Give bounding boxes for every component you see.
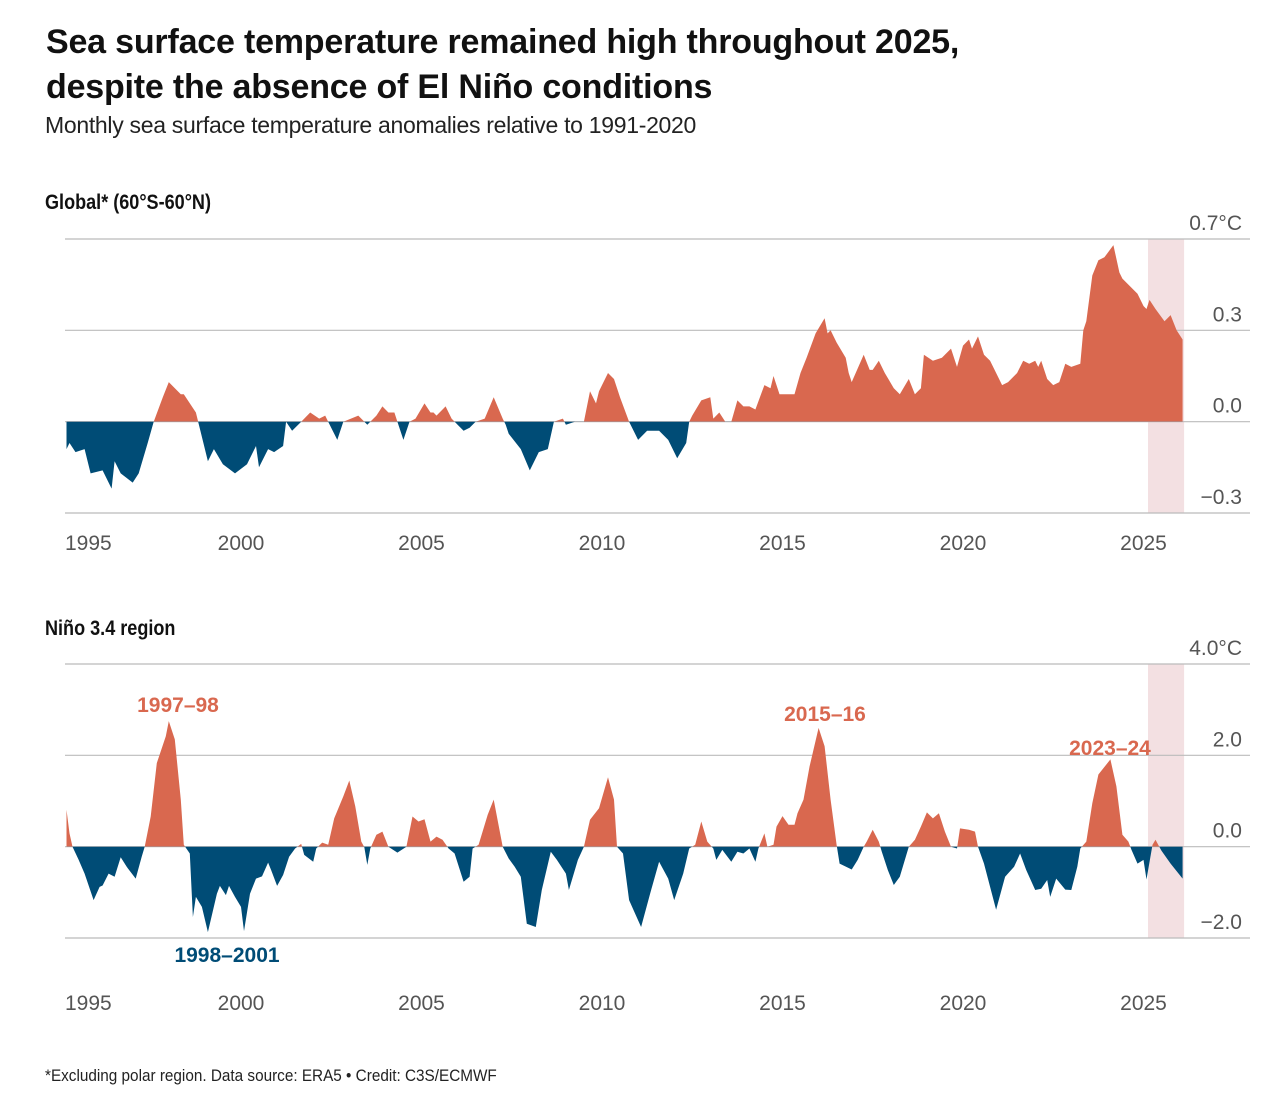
- nino-y-tick-label: 4.0°C: [1189, 637, 1242, 660]
- nino-y-tick-label: −2.0: [1201, 911, 1242, 934]
- global-x-tick-label: 1995: [65, 532, 112, 555]
- chart-subtitle: Monthly sea surface temperature anomalie…: [45, 112, 697, 138]
- global-chart: 0.7°C 0.3 0.0 −0.3 1995 2000 2005 2010 2015 2020 2…: [65, 212, 1250, 555]
- global-y-tick-label: 0.3: [1213, 303, 1242, 326]
- nino-x-tick-label: 2025: [1120, 992, 1167, 1015]
- global-y-tick-label: −0.3: [1201, 486, 1242, 509]
- global-panel-title: Global* (60°S-60°N): [45, 191, 211, 214]
- nino-x-tick-label: 2000: [218, 992, 265, 1015]
- nino-highlight-band: [1148, 664, 1185, 938]
- nino-y-tick-label: 2.0: [1213, 728, 1242, 751]
- global-x-tick-label: 2020: [940, 532, 987, 555]
- nino-positive-anomaly-area: [66, 721, 1160, 847]
- nino-x-tick-label: 2010: [579, 992, 626, 1015]
- nino-negative-anomaly-area: [66, 846, 1183, 933]
- global-x-tick-label: 2025: [1120, 532, 1167, 555]
- nino-chart: 4.0°C 2.0 0.0 −2.0 1995 2000 2005 2010 2015 2020 2…: [65, 637, 1250, 1015]
- global-negative-anomaly-area: [66, 421, 1183, 489]
- nino-x-tick-label: 2005: [398, 992, 445, 1015]
- global-y-tick-label: 0.0: [1213, 395, 1242, 418]
- title-line-2: despite the absence of El Niño condition…: [46, 68, 713, 106]
- title-line-1: Sea surface temperature remained high th…: [46, 23, 960, 61]
- global-x-tick-label: 2000: [218, 532, 265, 555]
- global-y-tick-label: 0.7°C: [1189, 212, 1242, 235]
- nino-annotation: 1997–98: [137, 694, 219, 717]
- global-x-tick-label: 2015: [759, 532, 806, 555]
- nino-panel-title: Niño 3.4 region: [45, 617, 176, 640]
- nino-x-tick-label: 2020: [940, 992, 987, 1015]
- nino-annotation: 1998–2001: [174, 944, 279, 967]
- nino-x-tick-label: 2015: [759, 992, 806, 1015]
- nino-annotation: 2015–16: [784, 703, 866, 726]
- footnote: *Excluding polar region. Data source: ER…: [45, 1066, 497, 1085]
- global-positive-anomaly-area: [153, 245, 1183, 422]
- nino-y-tick-label: 0.0: [1213, 820, 1242, 843]
- nino-x-tick-label: 1995: [65, 992, 112, 1015]
- chart-title: Sea surface temperature remained high th…: [46, 20, 959, 110]
- nino-annotation: 2023–24: [1069, 737, 1151, 760]
- global-x-tick-label: 2010: [579, 532, 626, 555]
- global-x-tick-label: 2005: [398, 532, 445, 555]
